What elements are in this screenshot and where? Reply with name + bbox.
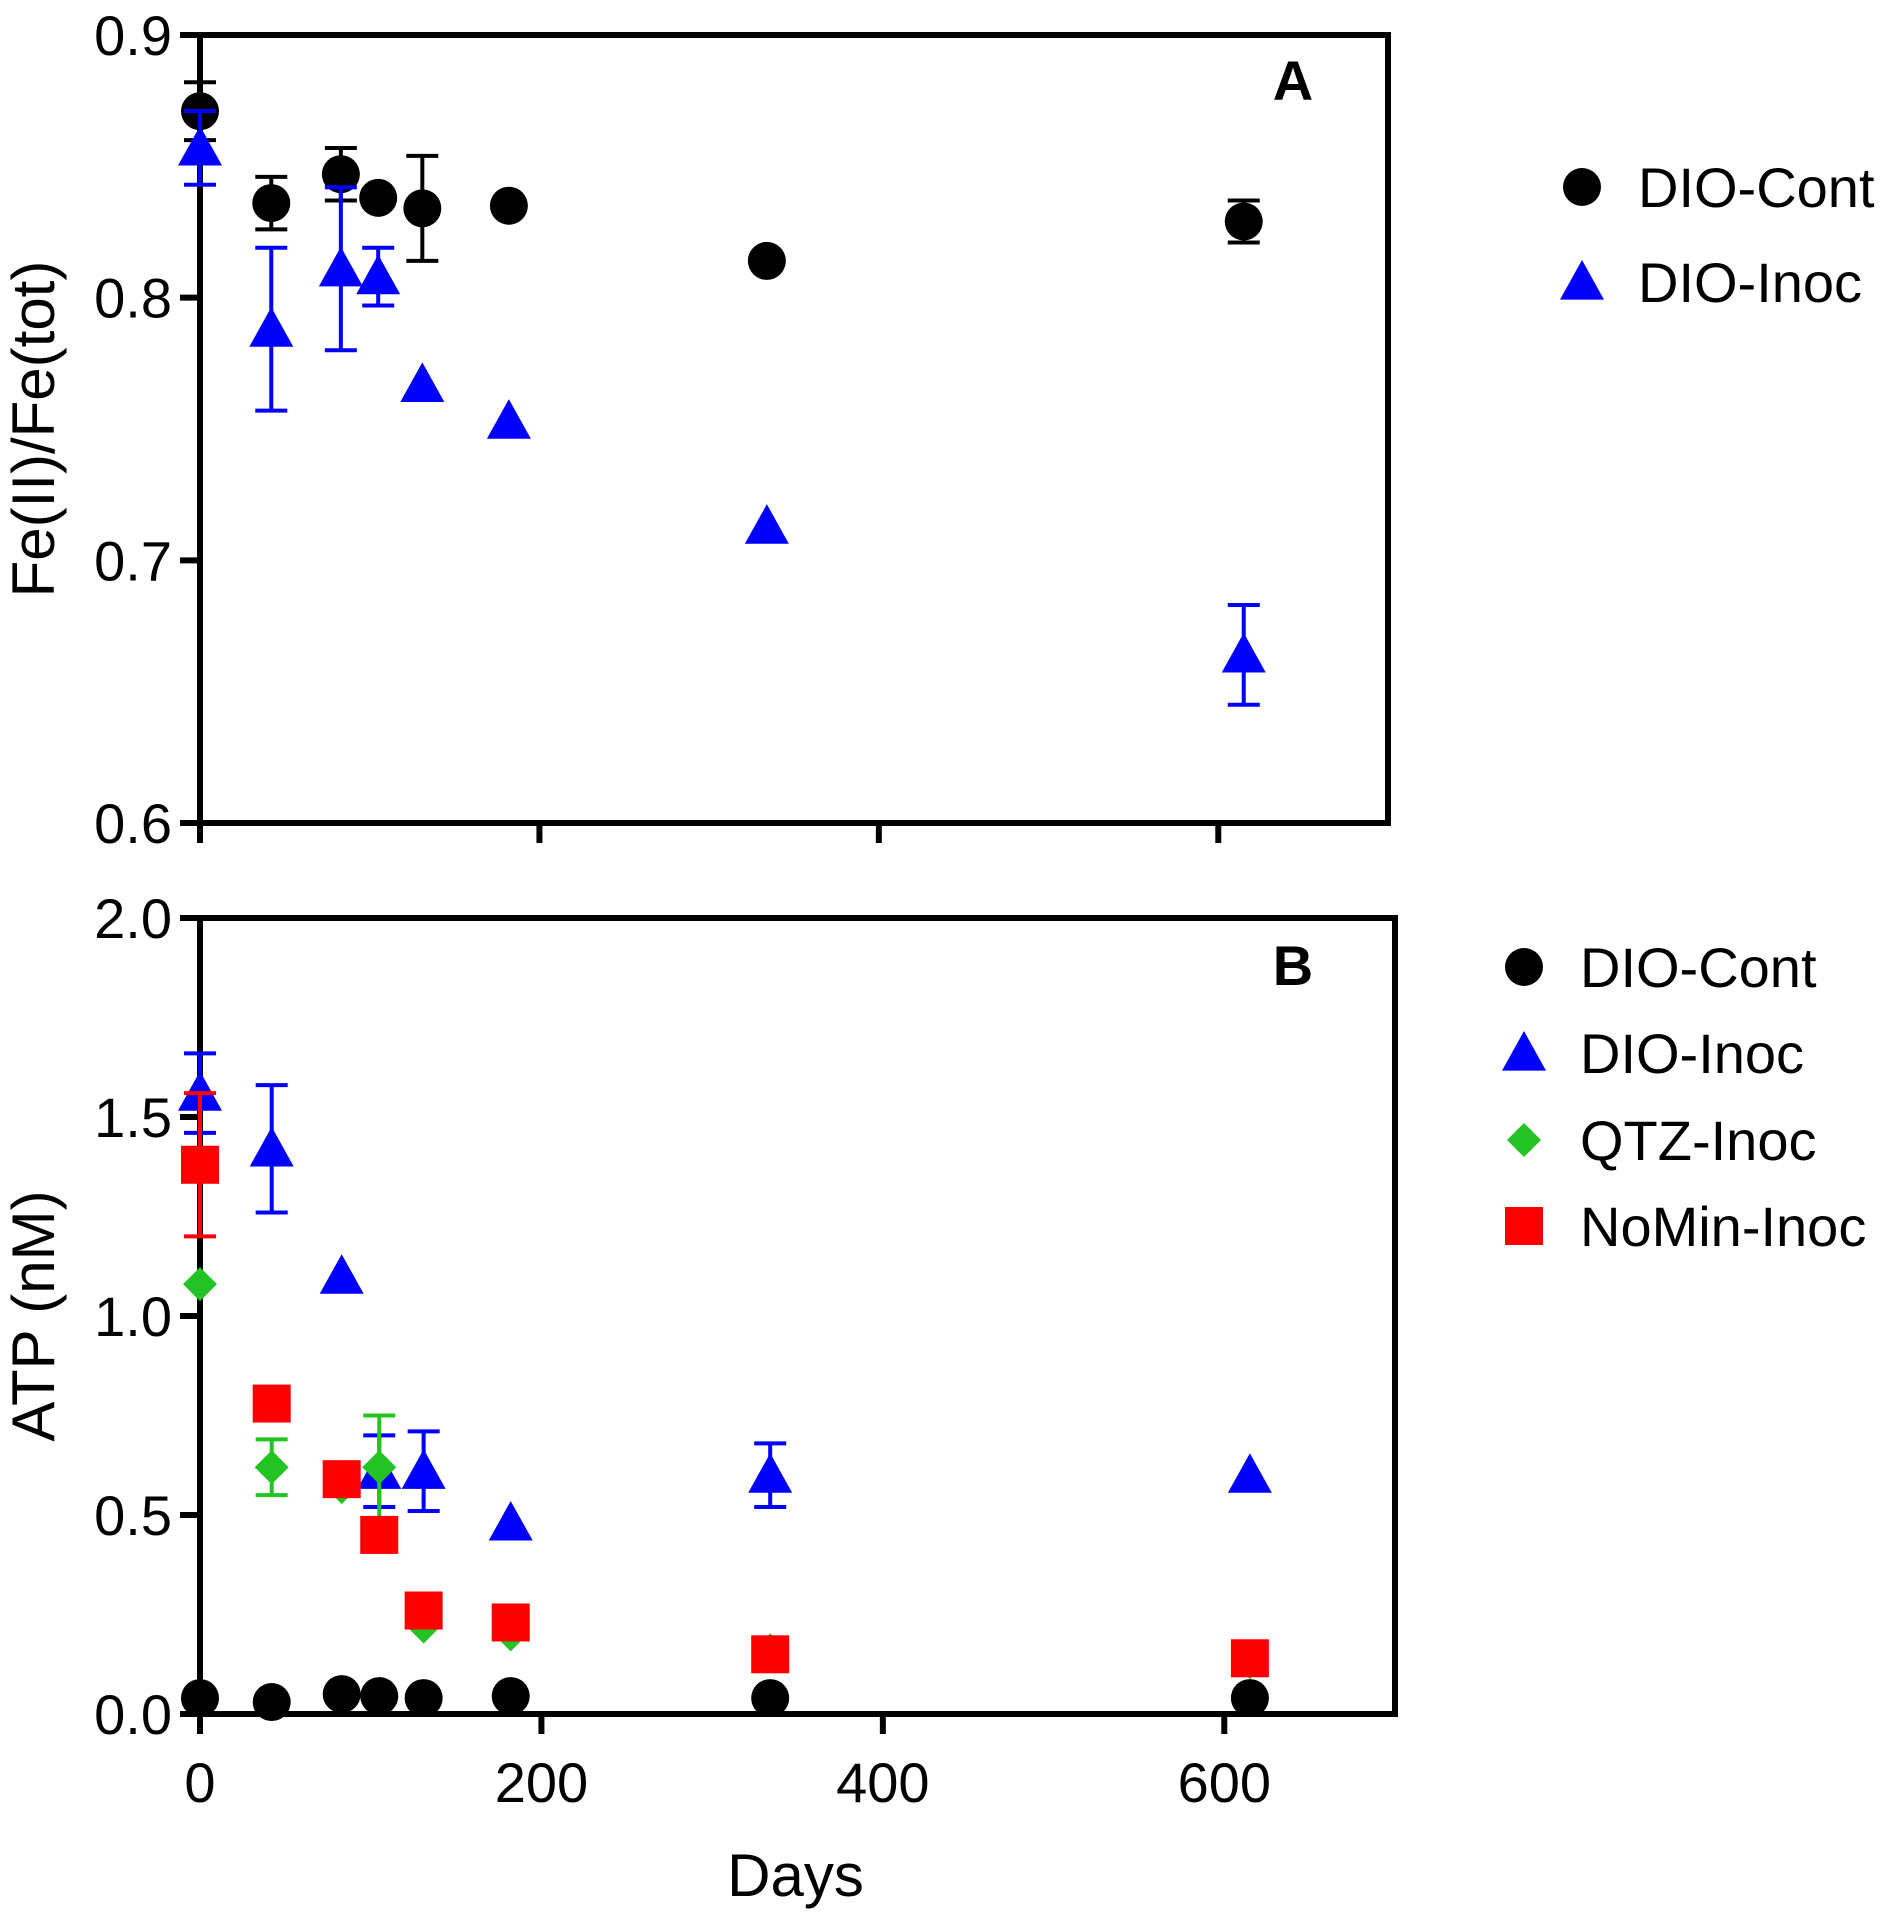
x-tick-label: 0 — [184, 1751, 215, 1814]
data-point — [322, 1460, 361, 1499]
legend-item: DIO-Cont — [1563, 156, 1875, 219]
data-point — [178, 125, 222, 166]
legend-label: QTZ-Inoc — [1580, 1109, 1816, 1172]
data-point — [178, 1071, 222, 1111]
data-point — [360, 1515, 399, 1554]
y-axis-title: ATP (nM) — [0, 1190, 67, 1441]
legend-label: NoMin-Inoc — [1580, 1195, 1866, 1258]
data-point — [488, 1500, 533, 1541]
y-tick-label: 1.0 — [94, 1285, 172, 1348]
data-point — [322, 1675, 361, 1714]
data-point — [486, 399, 531, 439]
plot-frame — [197, 915, 1398, 1717]
data-point — [254, 1450, 289, 1485]
series-dio-cont — [181, 1675, 1269, 1722]
data-point — [249, 307, 294, 347]
data-point — [252, 184, 291, 223]
y-tick-label: 0.6 — [94, 792, 172, 855]
legend-label: DIO-Inoc — [1580, 1022, 1804, 1085]
legend-marker — [1563, 168, 1601, 206]
legend-label: DIO-Cont — [1638, 156, 1875, 219]
data-point — [403, 189, 442, 228]
data-point — [321, 155, 360, 194]
legend-item: DIO-Inoc — [1502, 1022, 1804, 1085]
data-point — [359, 178, 398, 217]
series-dio-cont — [181, 80, 1263, 280]
data-point — [1227, 1453, 1272, 1493]
y-tick-label: 0.8 — [94, 267, 172, 330]
legend-item: QTZ-Inoc — [1507, 1109, 1816, 1172]
data-point — [491, 1603, 530, 1642]
data-point — [1221, 632, 1266, 673]
data-point — [249, 1126, 294, 1167]
data-point — [404, 1591, 443, 1630]
panel-label: B — [1273, 934, 1313, 997]
data-point — [404, 1679, 443, 1718]
y-tick-label: 2.0 — [94, 887, 172, 950]
data-point — [747, 241, 786, 280]
data-point — [751, 1635, 790, 1674]
series-nomin-inoc — [181, 1091, 1269, 1678]
legend-label: DIO-Inoc — [1638, 251, 1862, 314]
legend-marker — [1505, 948, 1543, 986]
data-point — [319, 1254, 364, 1294]
panel-a: 0.6 0.7 0.8 0.9 Fe(II)/Fe(tot) A DIO-Cont DIO-I… — [0, 4, 1875, 855]
data-point — [400, 362, 445, 402]
data-point — [181, 1679, 219, 1718]
legend-item: DIO-Cont — [1505, 936, 1817, 999]
legend-marker — [1502, 1031, 1546, 1071]
series-dio-inoc — [178, 109, 1266, 707]
data-point — [252, 1683, 291, 1722]
legend-marker — [1507, 1123, 1541, 1157]
data-point — [183, 1267, 217, 1302]
y-tick-label: 0.9 — [94, 4, 172, 67]
data-point — [748, 1453, 793, 1493]
data-point — [1230, 1639, 1269, 1678]
data-point — [1224, 202, 1263, 241]
legend-marker — [1560, 260, 1604, 300]
data-point — [751, 1679, 790, 1718]
data-point — [362, 1450, 397, 1485]
y-tick-label: 1.5 — [94, 1086, 172, 1149]
x-tick-label: 400 — [836, 1751, 929, 1814]
data-point — [489, 186, 528, 225]
y-tick-label: 0.5 — [94, 1484, 172, 1547]
y-tick-label: 0.0 — [94, 1683, 172, 1746]
data-point — [356, 254, 401, 295]
legend-marker — [1505, 1207, 1543, 1245]
y-tick-label: 0.7 — [94, 529, 172, 592]
data-point — [252, 1384, 291, 1423]
y-axis-title: Fe(II)/Fe(tot) — [0, 261, 67, 598]
data-point — [744, 504, 789, 544]
data-point — [491, 1677, 530, 1716]
x-axis-title: Days — [727, 1842, 864, 1909]
legend-label: DIO-Cont — [1580, 936, 1817, 999]
x-tick-label: 600 — [1178, 1751, 1271, 1814]
panel-b: 0.0 0.5 1.0 1.5 2.0 0 200 400 600 ATP (nM) Days B DI… — [0, 887, 1866, 1909]
panel-label: A — [1273, 49, 1313, 112]
data-point — [1230, 1679, 1269, 1718]
data-point — [360, 1677, 399, 1716]
x-tick-label: 200 — [495, 1751, 588, 1814]
legend-item: NoMin-Inoc — [1505, 1195, 1866, 1258]
data-point — [318, 246, 363, 287]
legend-item: DIO-Inoc — [1560, 251, 1862, 314]
plot-frame — [197, 32, 1391, 826]
data-point — [401, 1449, 446, 1489]
data-point — [181, 1145, 219, 1184]
